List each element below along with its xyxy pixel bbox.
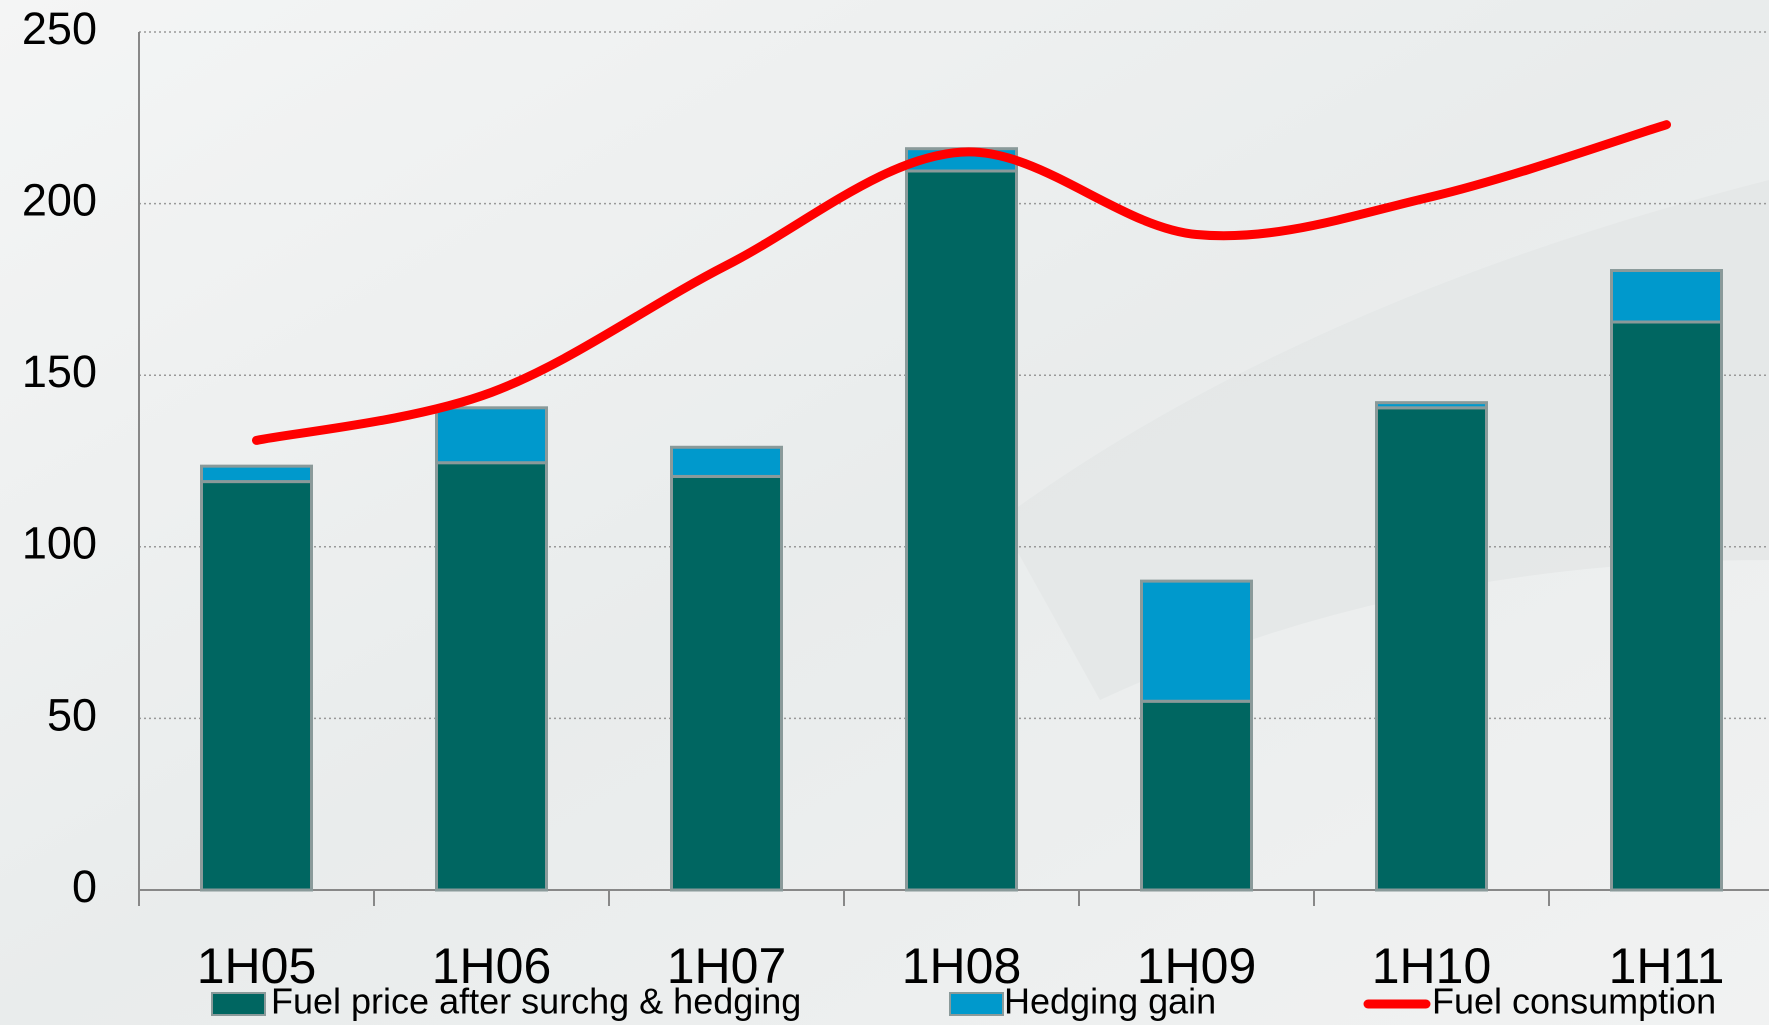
bar-segment (435, 406, 548, 465)
y-tick-label: 100 (22, 518, 97, 569)
x-tick-label: 1H05 (197, 938, 317, 994)
legend-swatch (949, 992, 1004, 1016)
bar-segment (1140, 579, 1253, 703)
bar-segment (1375, 401, 1488, 410)
x-tick-label: 1H06 (432, 938, 552, 994)
bar-segment (435, 461, 548, 892)
bar-segment (1140, 699, 1253, 892)
legend-label: Hedging gain (1004, 981, 1216, 1022)
legend-label: Fuel price after surchg & hedging (271, 981, 801, 1022)
bar-segment (1610, 269, 1723, 324)
y-tick-label: 200 (22, 174, 97, 225)
x-tick-label: 1H11 (1609, 938, 1725, 994)
legend-label: Fuel consumption (1432, 981, 1716, 1022)
y-tick-label: 150 (22, 346, 97, 397)
y-tick-label: 250 (22, 3, 97, 54)
x-tick-label: 1H09 (1137, 938, 1257, 994)
line-series (252, 120, 1671, 445)
y-tick-label: 0 (72, 861, 97, 912)
y-tick-label: 50 (47, 689, 97, 740)
x-tick-label: 1H07 (667, 938, 787, 994)
bar-segment (905, 169, 1018, 892)
x-tick-label: 1H10 (1372, 938, 1492, 994)
bar-segment (1375, 406, 1488, 892)
bar-segment (200, 464, 313, 484)
legend-swatch (211, 992, 266, 1016)
bar-segment (670, 474, 783, 892)
bar-segment (1610, 320, 1723, 892)
bar-segment (200, 480, 313, 892)
x-tick-label: 1H08 (902, 938, 1022, 994)
bar-segment (670, 445, 783, 478)
